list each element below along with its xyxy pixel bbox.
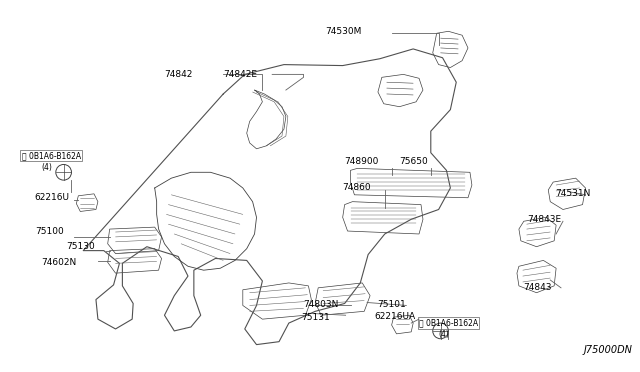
Text: 74843E: 74843E (527, 215, 561, 224)
Text: J75000DN: J75000DN (584, 344, 632, 355)
Text: (4): (4) (41, 163, 52, 172)
Text: 74602N: 74602N (41, 258, 76, 267)
Text: 74842E: 74842E (223, 70, 257, 79)
Text: 74530M: 74530M (325, 27, 362, 36)
Text: 75100: 75100 (35, 227, 64, 235)
Text: 62216UA: 62216UA (374, 312, 415, 321)
Text: 75130: 75130 (67, 242, 95, 251)
Text: 74843: 74843 (523, 283, 551, 292)
Text: 74842: 74842 (164, 70, 193, 79)
Text: 75101: 75101 (377, 300, 406, 309)
Text: (4): (4) (438, 330, 449, 339)
Text: 748900: 748900 (344, 157, 379, 166)
Text: 75650: 75650 (399, 157, 428, 166)
Text: 74531N: 74531N (555, 189, 591, 198)
Text: ⒱ 0B1A6-B162A: ⒱ 0B1A6-B162A (419, 318, 478, 328)
Text: ⒱ 0B1A6-B162A: ⒱ 0B1A6-B162A (22, 151, 81, 160)
Text: 75131: 75131 (301, 313, 330, 322)
Text: 74803N: 74803N (303, 300, 339, 309)
Text: 74860: 74860 (342, 183, 371, 192)
Text: 62216U: 62216U (35, 193, 69, 202)
